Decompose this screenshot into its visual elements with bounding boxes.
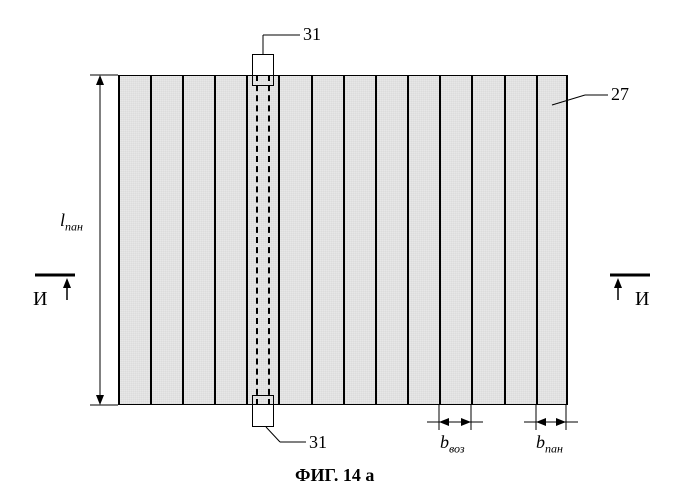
figure-caption: ФИГ. 14 а bbox=[295, 465, 374, 486]
section-mark-right bbox=[0, 0, 681, 500]
label-section-right: И bbox=[635, 288, 649, 311]
figure-canvas: 31 31 27 lпан bвоз bbox=[0, 0, 681, 500]
